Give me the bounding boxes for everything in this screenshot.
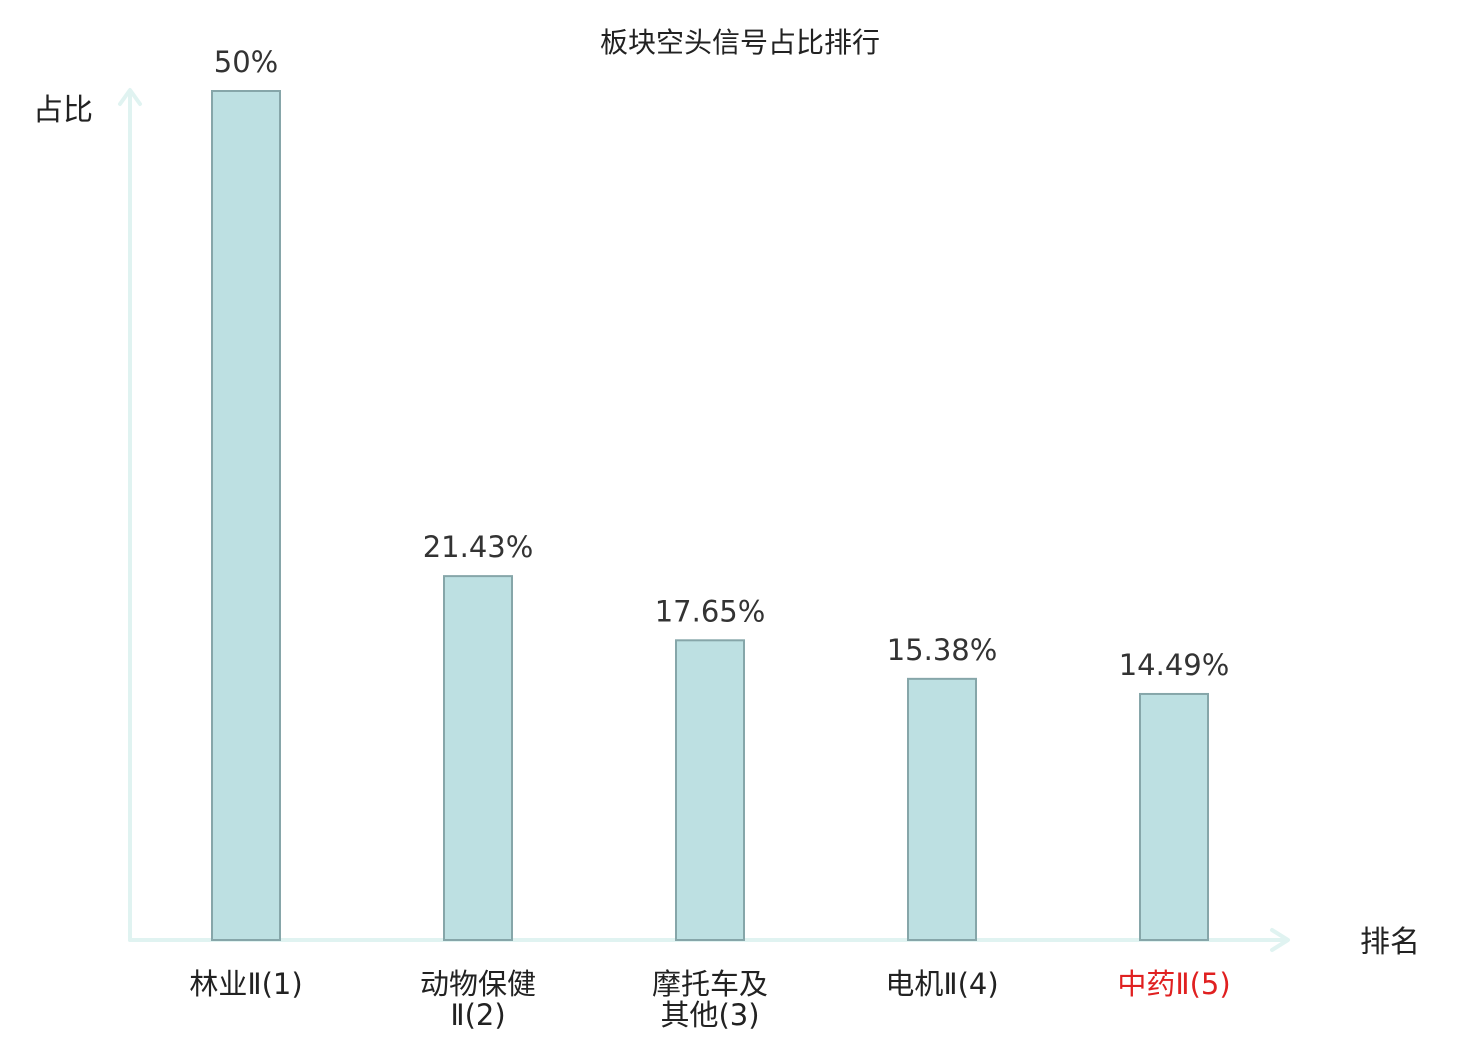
- category-label-2: 动物保健 Ⅱ(2): [420, 967, 536, 1032]
- x-axis-arrow: [1270, 928, 1290, 952]
- x-axis-label: 排名: [1360, 925, 1420, 960]
- category-label-5-line-1: 中药Ⅱ(5): [1117, 967, 1230, 1001]
- category-label-1-line-1: 林业Ⅱ(1): [189, 967, 302, 1001]
- category-label-4: 电机Ⅱ(4): [885, 967, 998, 1001]
- category-label-3-line-1: 摩托车及: [652, 967, 768, 1001]
- bar-3: [675, 639, 745, 941]
- category-label-4-line-1: 电机Ⅱ(4): [885, 967, 998, 1001]
- value-labels-group: 50% 21.43% 17.65% 15.38% 14.49%: [214, 45, 1230, 682]
- category-label-2-line-1: 动物保健: [420, 967, 536, 1001]
- value-label-2: 21.43%: [423, 530, 534, 564]
- bar-4: [907, 677, 977, 941]
- chart-title: 板块空头信号占比排行: [600, 26, 880, 59]
- y-axis-label: 占比: [33, 93, 93, 128]
- bar-1: [211, 90, 281, 941]
- bar-5: [1139, 692, 1209, 941]
- value-label-4: 15.38%: [887, 633, 998, 667]
- category-label-5: 中药Ⅱ(5): [1117, 967, 1230, 1001]
- bars-group: [211, 90, 1209, 941]
- value-label-3: 17.65%: [655, 594, 766, 628]
- bar-2: [443, 575, 513, 941]
- category-label-3-line-2: 其他(3): [660, 998, 759, 1032]
- value-label-5: 14.49%: [1119, 648, 1230, 682]
- category-label-3: 摩托车及其他(3): [652, 967, 768, 1032]
- category-label-1: 林业Ⅱ(1): [189, 967, 302, 1001]
- category-label-2-line-2: Ⅱ(2): [450, 998, 505, 1032]
- value-label-1: 50%: [214, 45, 278, 79]
- category-labels-group: 林业Ⅱ(1) 动物保健 Ⅱ(2) 摩托车及其他(3) 电机Ⅱ(4) 中药Ⅱ(5): [189, 967, 1230, 1032]
